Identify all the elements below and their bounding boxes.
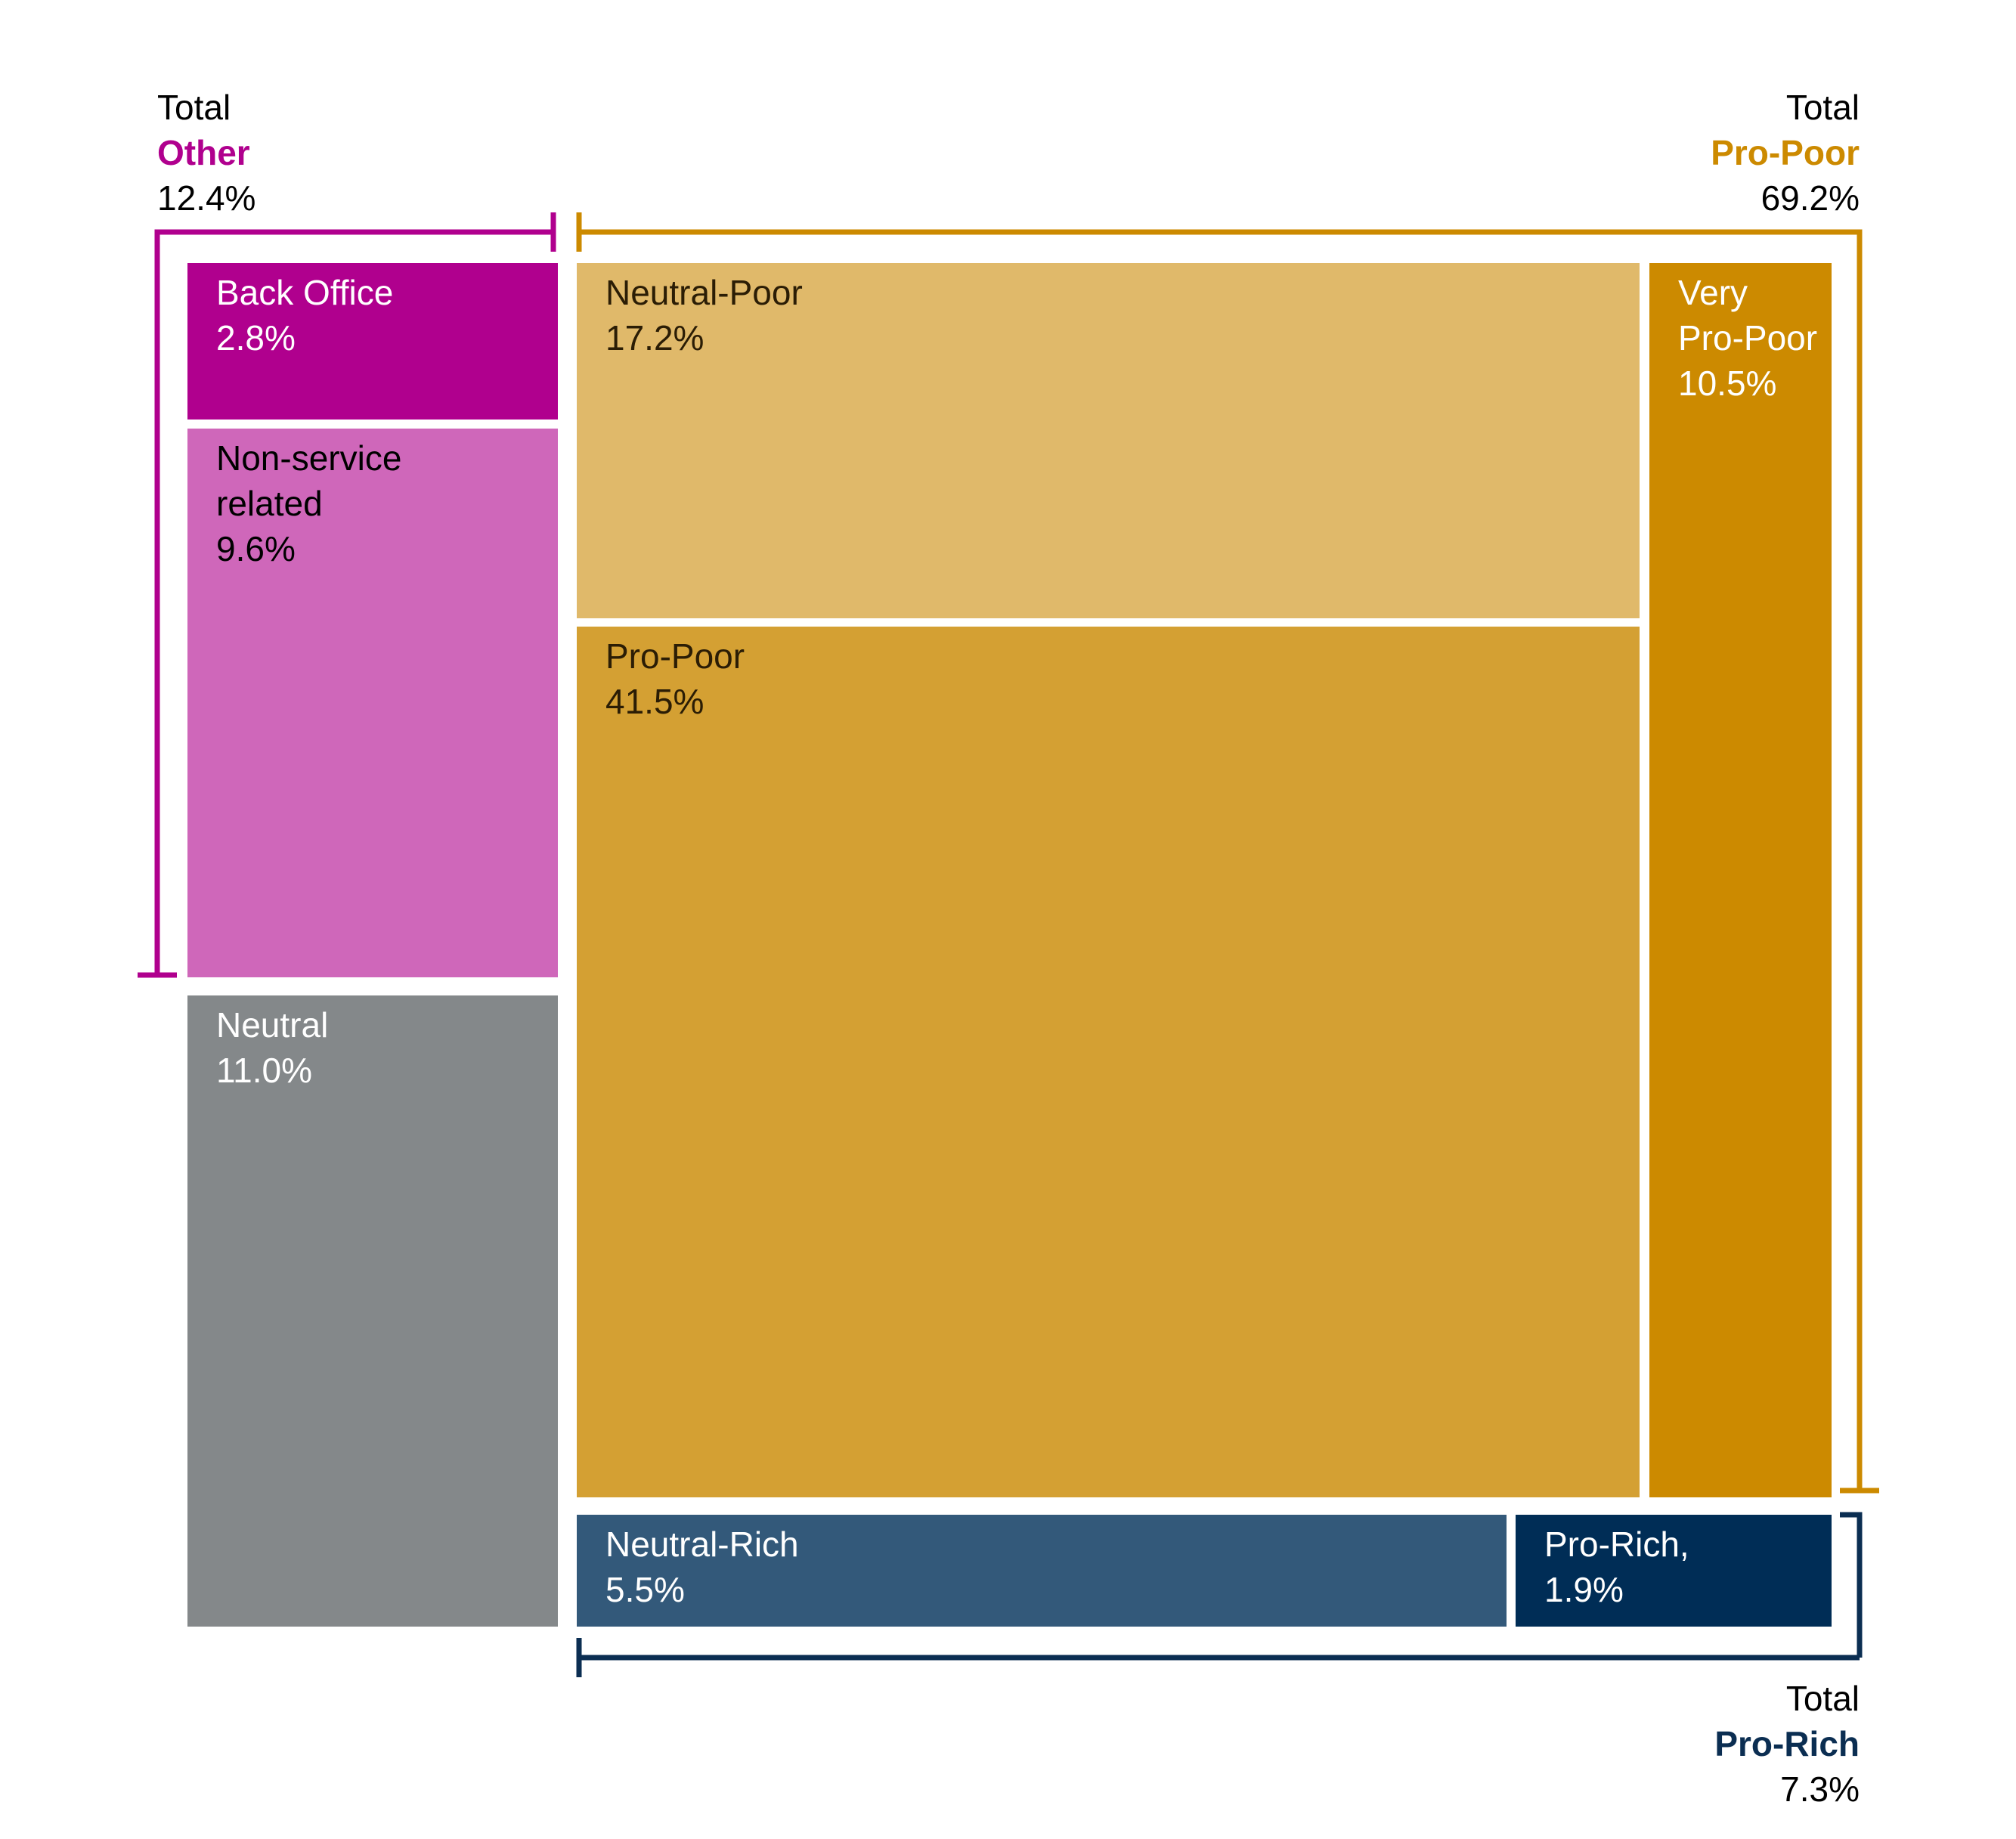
cell-rect-pro-rich: [1516, 1515, 1832, 1627]
total-value-pro-poor: 69.2%: [1761, 178, 1860, 218]
total-other: Total Other 12.4%: [157, 88, 255, 218]
cell-rect-non-service-related: [187, 429, 558, 977]
cell-rect-very-pro-poor: [1649, 263, 1832, 1497]
total-pro-poor: Total Pro-Poor 69.2%: [1711, 88, 1860, 218]
cell-label-neutral-rich: Neutral-Rich: [605, 1525, 799, 1564]
cell-label-pro-poor: Pro-Poor: [605, 636, 745, 676]
total-group-other: Other: [157, 133, 250, 172]
cell-value-very-pro-poor: 10.5%: [1678, 364, 1776, 403]
cell-pro-poor: Pro-Poor 41.5%: [577, 627, 1640, 1497]
cell-pro-rich: Pro-Rich, 1.9%: [1516, 1515, 1832, 1627]
total-value-other: 12.4%: [157, 178, 255, 218]
cell-non-service-related: Non-service related 9.6%: [187, 429, 558, 977]
cell-label-pro-rich: Pro-Rich,: [1544, 1525, 1689, 1564]
cell-rect-neutral: [187, 995, 558, 1627]
cell-value-non-service-related: 9.6%: [216, 529, 296, 568]
cell-label-very-pro-poor: Very: [1678, 273, 1748, 312]
cell-label-back-office: Back Office: [216, 273, 393, 312]
cell-neutral: Neutral 11.0%: [187, 995, 558, 1627]
total-prefix-other: Total: [157, 88, 231, 127]
cell-value-pro-poor: 41.5%: [605, 682, 704, 721]
total-value-pro-rich: 7.3%: [1780, 1769, 1860, 1809]
cell-rect-neutral-poor: [577, 263, 1640, 618]
cell-neutral-poor: Neutral-Poor 17.2%: [577, 263, 1640, 618]
cell-value-neutral-rich: 5.5%: [605, 1570, 685, 1609]
cell-very-pro-poor: Very Pro-Poor 10.5%: [1649, 263, 1832, 1497]
total-group-pro-rich: Pro-Rich: [1714, 1724, 1860, 1763]
cell-value-neutral-poor: 17.2%: [605, 318, 704, 358]
total-pro-rich: Total Pro-Rich 7.3%: [1714, 1679, 1860, 1809]
total-group-pro-poor: Pro-Poor: [1711, 133, 1860, 172]
cell-rect-pro-poor: [577, 627, 1640, 1497]
cell-value-pro-rich: 1.9%: [1544, 1570, 1624, 1609]
cell-label-non-service-related: related: [216, 484, 323, 523]
cell-value-back-office: 2.8%: [216, 318, 296, 358]
cell-rect-neutral-rich: [577, 1515, 1507, 1627]
cell-rect-back-office: [187, 263, 558, 420]
cell-value-neutral: 11.0%: [216, 1051, 312, 1090]
cell-label-neutral: Neutral: [216, 1005, 328, 1045]
cell-neutral-rich: Neutral-Rich 5.5%: [577, 1515, 1507, 1627]
cell-label-very-pro-poor: Pro-Poor: [1678, 318, 1817, 358]
total-prefix-pro-rich: Total: [1786, 1679, 1860, 1718]
cell-back-office: Back Office 2.8%: [187, 263, 558, 420]
cell-label-neutral-poor: Neutral-Poor: [605, 273, 803, 312]
cell-label-non-service-related: Non-service: [216, 438, 401, 478]
total-prefix-pro-poor: Total: [1786, 88, 1860, 127]
